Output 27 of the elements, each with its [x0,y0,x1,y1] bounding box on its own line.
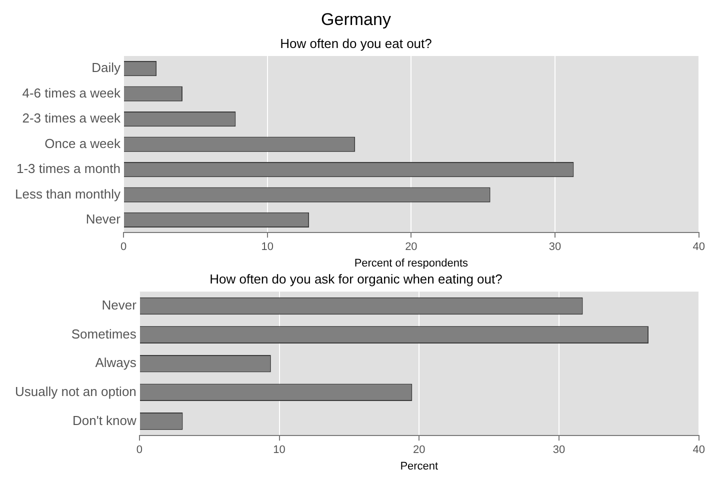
x-axis-title: Percent of respondents [354,257,469,270]
x-tick-label: 40 [692,444,706,456]
x-tick-label: 30 [548,241,562,254]
chart-title: How often do you ask for organic when eating out? [210,271,502,286]
x-tick-label: 20 [413,444,426,456]
y-tick-label: Never [102,298,138,313]
x-tick-label: 0 [136,444,142,456]
y-tick-label: Once a week [44,136,122,151]
x-tick-label: 10 [261,241,274,254]
chart-title: Germany [321,10,392,29]
x-tick-label: 20 [405,241,418,254]
x-axis-title: Percent [400,460,438,472]
y-tick-label: Less than monthly [14,186,121,202]
y-tick-label: Daily [92,60,121,76]
y-tick-label: Always [95,355,137,370]
y-tick-label: Never [86,212,122,227]
x-tick-label: 10 [273,444,286,456]
x-tick-label: 0 [120,241,127,254]
y-tick-label: 2-3 times a week [22,110,121,126]
y-tick-label: 1-3 times a month [16,161,121,176]
y-tick-label: Don't know [72,412,138,428]
y-tick-label: Sometimes [71,326,137,342]
x-tick-label: 30 [552,444,566,456]
x-tick-label: 40 [692,241,706,254]
chart-subtitle: How often do you eat out? [280,36,432,51]
y-tick-label: 4-6 times a week [22,85,121,100]
y-tick-label: Usually not an option [14,384,136,399]
